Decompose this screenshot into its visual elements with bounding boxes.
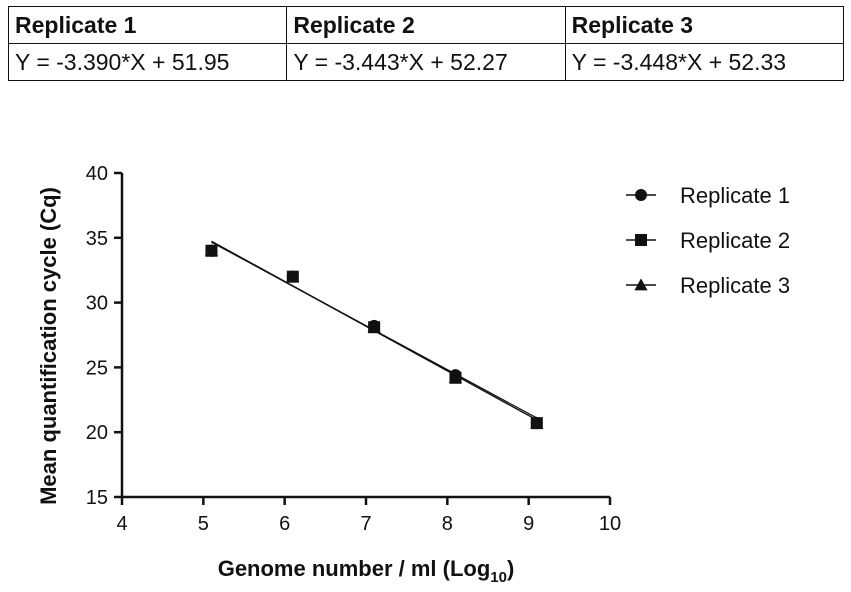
equation-replicate-3: Y = -3.448*X + 52.33 xyxy=(564,43,845,81)
x-tick-label: 10 xyxy=(599,513,621,535)
legend: Replicate 1 Replicate 2 Replicate 3 xyxy=(626,183,790,298)
y-tick-label: 40 xyxy=(86,163,108,185)
y-tick-label: 30 xyxy=(86,293,108,315)
equation-replicate-1: Y = -3.390*X + 51.95 xyxy=(7,43,288,81)
equation-replicate-2: Y = -3.443*X + 52.27 xyxy=(286,43,566,81)
table-row: Y = -3.390*X + 51.95 Y = -3.443*X + 52.2… xyxy=(7,43,845,81)
data-points xyxy=(204,244,544,430)
data-point-triangle xyxy=(286,270,300,283)
y-tick-label: 35 xyxy=(86,228,108,250)
y-tick-label: 15 xyxy=(86,487,108,509)
data-point-square xyxy=(635,234,647,246)
x-tick-label: 8 xyxy=(442,513,453,535)
y-axis-label: Mean quantification cycle (Cq) xyxy=(36,187,61,505)
x-axis-label-subscript: 10 xyxy=(490,569,507,586)
legend-label: Replicate 3 xyxy=(680,273,790,298)
data-point-triangle xyxy=(634,278,648,291)
data-point-triangle xyxy=(204,244,219,257)
data-point-triangle xyxy=(448,371,463,384)
x-axis-label-main: Genome number / ml (Log xyxy=(218,556,491,581)
x-tick-label: 9 xyxy=(523,513,534,535)
x-tick-label: 6 xyxy=(279,513,290,535)
header-replicate-3: Replicate 3 xyxy=(564,6,845,44)
legend-label: Replicate 1 xyxy=(680,183,790,208)
x-tick-label: 5 xyxy=(198,513,209,535)
legend-label: Replicate 2 xyxy=(680,228,790,253)
x-axis-label-end: ) xyxy=(507,556,514,581)
y-tick-label: 20 xyxy=(86,422,108,444)
x-axis-label: Genome number / ml (Log10) xyxy=(218,556,515,586)
header-replicate-1: Replicate 1 xyxy=(7,6,288,44)
x-tick-label: 7 xyxy=(360,513,371,535)
header-replicate-2: Replicate 2 xyxy=(286,6,566,44)
y-tick-label: 25 xyxy=(86,357,108,379)
regression-equations-table: Replicate 1 Replicate 2 Replicate 3 Y = … xyxy=(7,6,845,81)
data-point-triangle xyxy=(367,320,381,333)
x-tick-label: 4 xyxy=(116,513,127,535)
table-header-row: Replicate 1 Replicate 2 Replicate 3 xyxy=(7,6,845,44)
data-point-circle xyxy=(635,189,647,201)
data-point-triangle xyxy=(530,416,544,429)
